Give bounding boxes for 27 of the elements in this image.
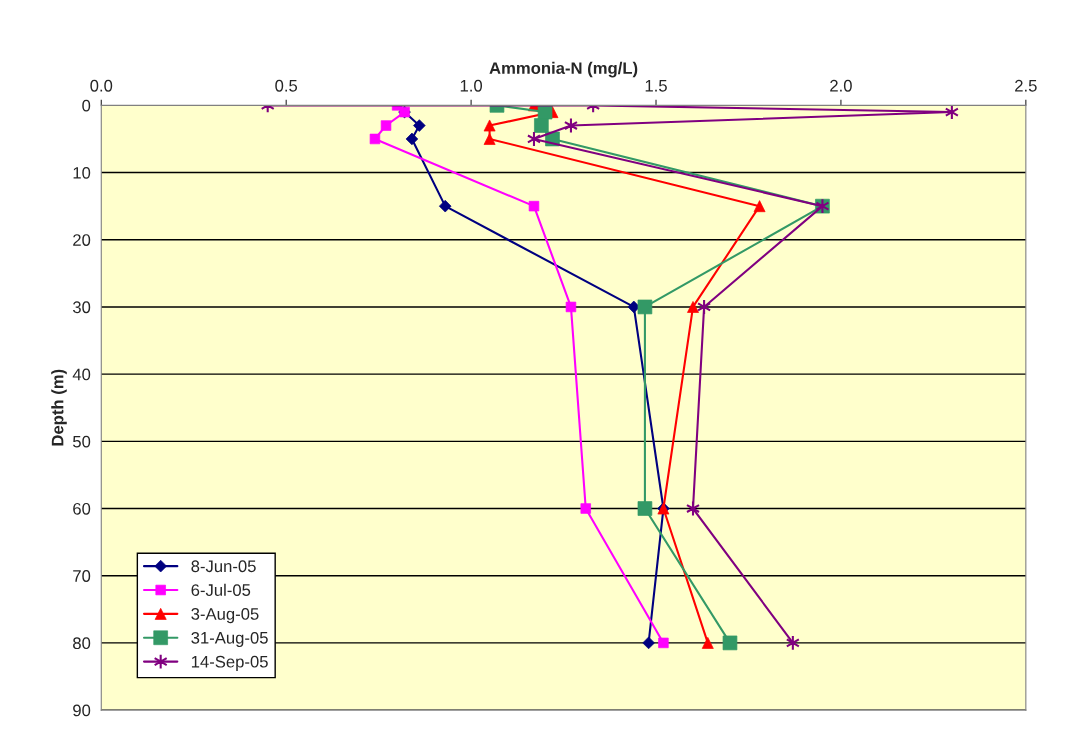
y-tick-label: 0 (82, 99, 91, 112)
y-tick-label: 60 (73, 502, 91, 515)
x-tick-label: 1.0 (460, 79, 483, 92)
y-tick-label: 80 (73, 637, 91, 650)
y-axis-title: Depth (m) (51, 369, 67, 446)
y-tick-label: 20 (73, 234, 91, 246)
y-tick-label: 10 (73, 166, 91, 179)
x-axis-title: Ammonia-N (mg/L) (489, 61, 638, 78)
legend-label: 8-Jun-05 (191, 560, 256, 573)
y-tick-label: 70 (73, 570, 91, 582)
x-tick-label: 0.0 (90, 79, 113, 92)
point (722, 635, 738, 651)
y-tick-label: 30 (72, 301, 91, 314)
point (637, 299, 653, 315)
x-tick-label: 0.5 (275, 79, 298, 92)
point (369, 133, 381, 145)
x-tick-label: 1.5 (645, 80, 667, 92)
y-tick-label: 40 (72, 368, 91, 381)
point (944, 105, 959, 121)
y-tick-label: 90 (73, 704, 91, 717)
y-tick-label: 50 (72, 435, 91, 448)
x-tick-label: 2.0 (830, 79, 852, 92)
legend-label: 3-Aug-05 (191, 608, 259, 624)
legend-label: 6-Jul-05 (191, 583, 251, 596)
legend-label: 14-Sep-05 (191, 655, 268, 671)
x-tick-label: 2.5 (1015, 79, 1037, 92)
legend-label: 31-Aug-05 (191, 631, 268, 648)
